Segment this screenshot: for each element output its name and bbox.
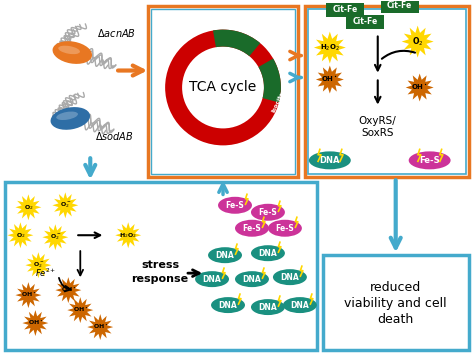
Text: OxyRS/: OxyRS/ — [359, 116, 397, 126]
Text: DNA: DNA — [259, 249, 277, 258]
FancyBboxPatch shape — [305, 6, 469, 178]
FancyBboxPatch shape — [381, 0, 419, 13]
Text: stress: stress — [141, 260, 179, 270]
Polygon shape — [314, 32, 346, 64]
Ellipse shape — [208, 247, 242, 263]
Text: Cit-Fe: Cit-Fe — [352, 17, 377, 26]
Text: O$_2$: O$_2$ — [412, 36, 423, 48]
Text: DNA: DNA — [319, 156, 340, 165]
Text: DNA: DNA — [216, 251, 235, 260]
Text: O$_2$: O$_2$ — [24, 203, 33, 212]
Ellipse shape — [251, 245, 285, 261]
Text: Fe-S: Fe-S — [259, 208, 277, 217]
Ellipse shape — [56, 111, 78, 120]
Text: OH$^\bullet$: OH$^\bullet$ — [61, 286, 76, 294]
Ellipse shape — [409, 151, 451, 169]
Text: OH$^\bullet$: OH$^\bullet$ — [92, 323, 108, 331]
Ellipse shape — [309, 151, 351, 169]
Text: death: death — [378, 312, 414, 326]
Text: $\Delta acnAB$: $\Delta acnAB$ — [97, 27, 136, 39]
Text: OH$^\bullet$: OH$^\bullet$ — [321, 75, 338, 84]
Wedge shape — [165, 29, 281, 146]
Text: DNA: DNA — [243, 275, 261, 284]
Polygon shape — [67, 297, 93, 323]
Text: O$_2^-$: O$_2^-$ — [33, 261, 44, 270]
Ellipse shape — [235, 271, 269, 287]
Text: TCA cycle: TCA cycle — [190, 81, 256, 94]
Text: DNA: DNA — [281, 273, 299, 282]
Text: reduced: reduced — [370, 280, 421, 294]
Text: OH$^\bullet$: OH$^\bullet$ — [21, 291, 36, 299]
Text: Isocitrate: Isocitrate — [271, 81, 289, 114]
Text: Fe$^{2+}$: Fe$^{2+}$ — [35, 267, 56, 279]
Text: $\Delta sodAB$: $\Delta sodAB$ — [95, 130, 134, 142]
Ellipse shape — [53, 41, 92, 64]
Polygon shape — [16, 282, 41, 308]
Polygon shape — [87, 314, 113, 340]
FancyBboxPatch shape — [326, 2, 364, 17]
Text: H$_2$O$_2$: H$_2$O$_2$ — [320, 43, 340, 53]
Wedge shape — [213, 29, 260, 56]
Text: Cit-Fe: Cit-Fe — [332, 5, 357, 14]
FancyBboxPatch shape — [346, 15, 384, 29]
FancyBboxPatch shape — [323, 255, 469, 350]
Wedge shape — [258, 59, 281, 103]
Polygon shape — [26, 252, 51, 278]
FancyBboxPatch shape — [148, 6, 298, 178]
Text: response: response — [132, 274, 189, 284]
Polygon shape — [401, 26, 434, 58]
Text: Fe-S: Fe-S — [226, 201, 245, 210]
Text: DNA: DNA — [219, 301, 237, 310]
Text: OH$^\bullet$: OH$^\bullet$ — [27, 319, 43, 327]
Text: SoxRS: SoxRS — [362, 129, 394, 138]
Polygon shape — [55, 277, 81, 303]
Ellipse shape — [51, 107, 90, 130]
Polygon shape — [8, 222, 33, 248]
Polygon shape — [52, 192, 78, 218]
Text: DNA: DNA — [203, 275, 221, 284]
Text: O$_2^-$: O$_2^-$ — [60, 201, 71, 210]
Text: viability and cell: viability and cell — [345, 296, 447, 310]
Ellipse shape — [273, 269, 307, 285]
Ellipse shape — [235, 220, 269, 237]
Text: OH$^\bullet$: OH$^\bullet$ — [73, 306, 88, 314]
FancyBboxPatch shape — [5, 182, 317, 350]
Text: DNA: DNA — [291, 301, 309, 310]
Polygon shape — [406, 73, 434, 102]
Text: DNA: DNA — [259, 302, 277, 312]
Text: Fe-S: Fe-S — [243, 224, 261, 233]
Ellipse shape — [211, 297, 245, 313]
Text: Fe-S: Fe-S — [419, 156, 440, 165]
Text: OH$^\bullet$: OH$^\bullet$ — [411, 83, 428, 92]
Polygon shape — [316, 66, 344, 93]
Ellipse shape — [195, 271, 229, 287]
Text: H$_2$O$_2$: H$_2$O$_2$ — [119, 231, 137, 240]
Text: O$_2$: O$_2$ — [16, 231, 25, 240]
Ellipse shape — [58, 46, 80, 54]
Polygon shape — [22, 310, 48, 336]
Text: Fe-S: Fe-S — [275, 224, 294, 233]
Text: Cit-Fe: Cit-Fe — [387, 1, 412, 10]
Polygon shape — [16, 194, 41, 220]
Text: Citrate: Citrate — [263, 35, 287, 64]
Ellipse shape — [251, 299, 285, 315]
Ellipse shape — [283, 297, 317, 313]
Polygon shape — [42, 224, 68, 250]
Polygon shape — [115, 222, 141, 248]
Ellipse shape — [251, 204, 285, 221]
Ellipse shape — [268, 220, 302, 237]
Ellipse shape — [218, 197, 252, 214]
Text: O$_2^-$: O$_2^-$ — [50, 233, 61, 242]
